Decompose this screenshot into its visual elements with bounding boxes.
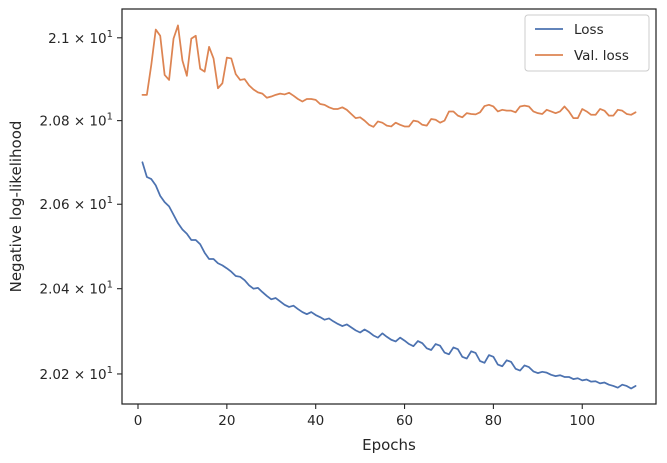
plot-frame bbox=[121, 8, 657, 405]
legend-label-val-loss: Val. loss bbox=[574, 48, 629, 64]
y-tick-label: 2.1 × 101 bbox=[48, 29, 113, 47]
x-tick-label: 80 bbox=[485, 413, 502, 429]
x-axis-label: Epochs bbox=[362, 436, 416, 454]
x-tick-label: 40 bbox=[307, 413, 324, 429]
legend: Loss Val. loss bbox=[524, 14, 650, 72]
x-tick-label: 60 bbox=[396, 413, 413, 429]
y-tick-label: 2.06 × 101 bbox=[39, 195, 113, 213]
x-tick-label: 20 bbox=[218, 413, 235, 429]
y-tick-label: 2.02 × 101 bbox=[39, 365, 113, 383]
y-tick-label: 2.08 × 101 bbox=[39, 112, 113, 130]
series-line-loss bbox=[141, 161, 637, 390]
x-axis-ticks: 0 20 40 60 80 100 bbox=[134, 404, 595, 429]
legend-label-loss: Loss bbox=[574, 22, 604, 38]
series-line-val-loss bbox=[141, 24, 637, 128]
series-layer bbox=[141, 24, 637, 390]
y-axis-ticks: 2.02 × 101 2.04 × 101 2.06 × 101 2.08 × 101… bbox=[39, 29, 122, 383]
x-tick-label: 100 bbox=[569, 413, 595, 429]
x-tick-label: 0 bbox=[134, 413, 143, 429]
y-axis-label: Negative log-likelihood bbox=[7, 121, 25, 293]
y-tick-label: 2.04 × 101 bbox=[39, 280, 113, 298]
